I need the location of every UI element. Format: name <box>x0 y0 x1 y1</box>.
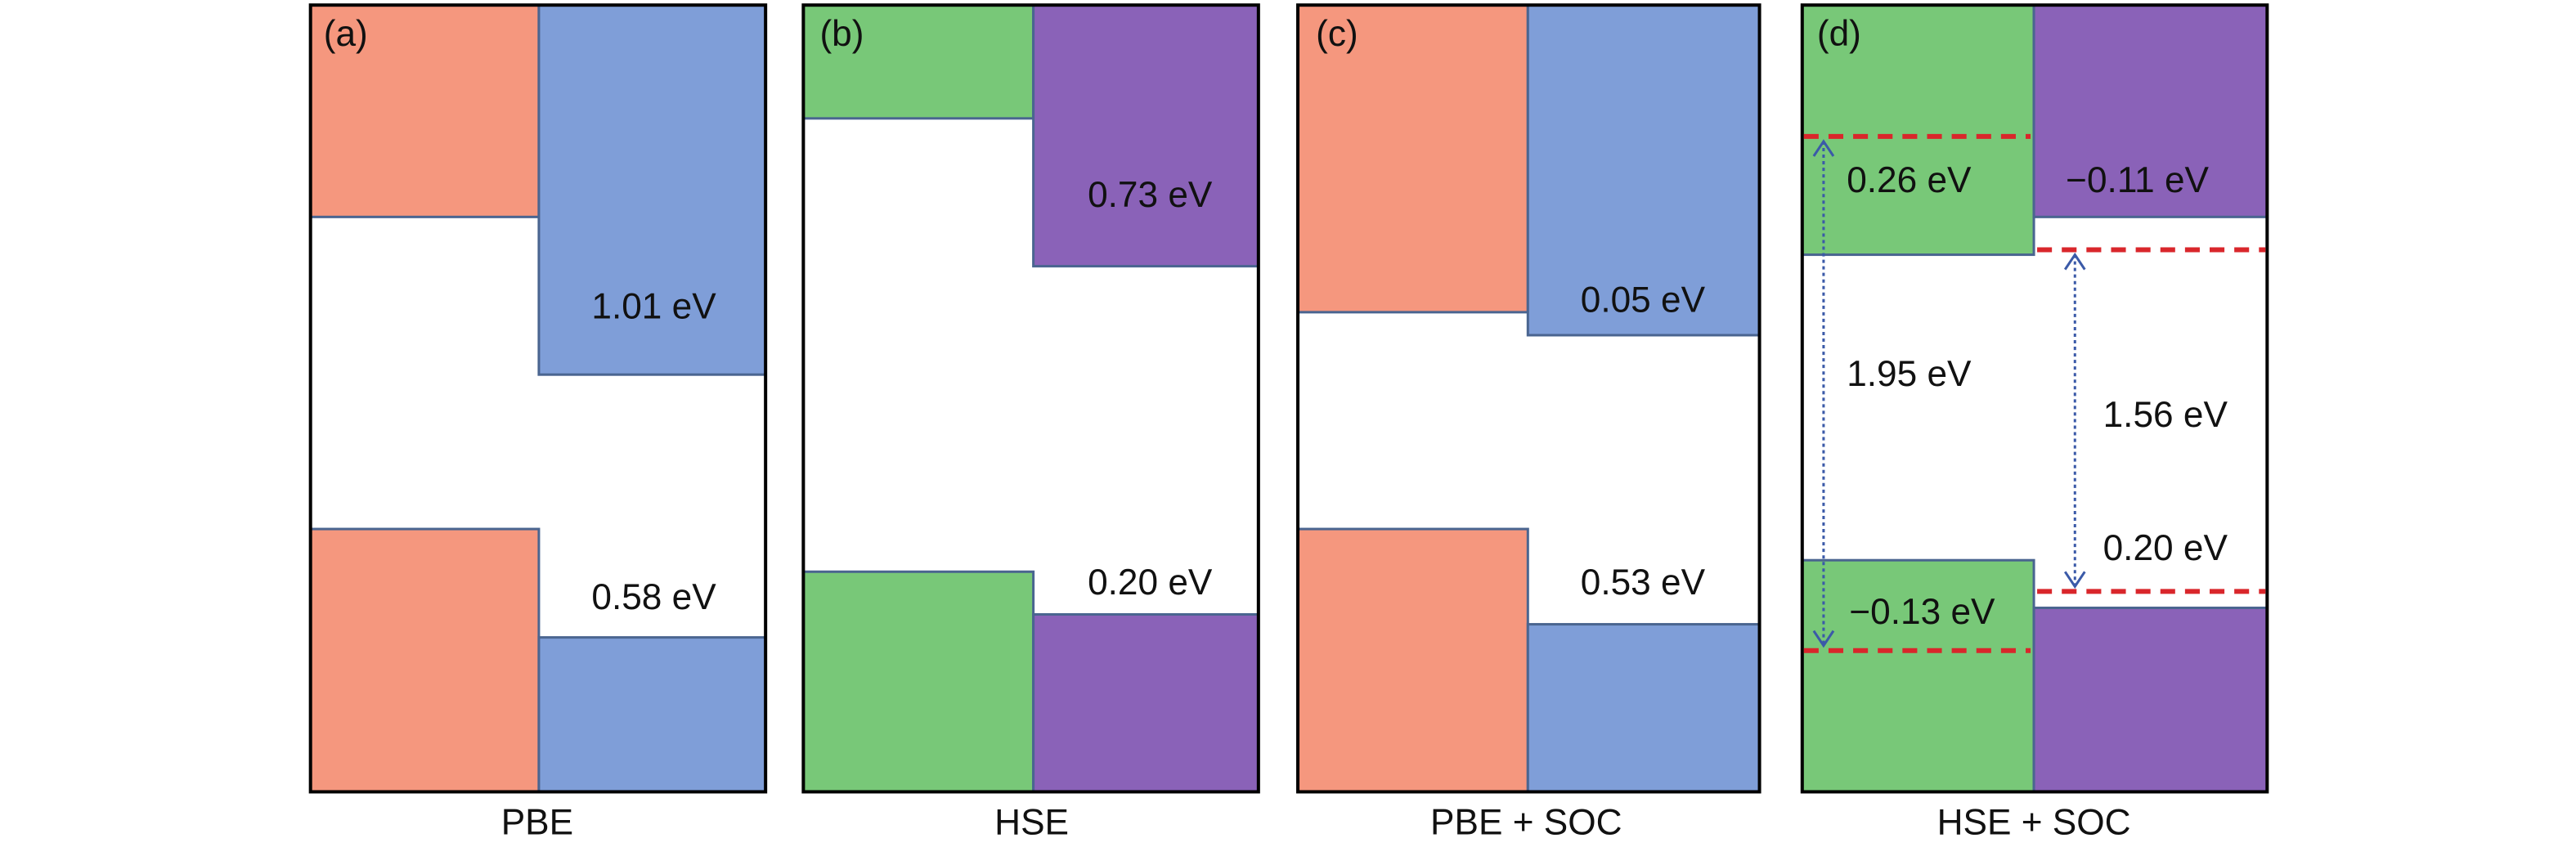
arrow-head <box>2063 252 2086 589</box>
panel-b: (b) 0.73 eV 0.20 eV HSE <box>801 3 1260 842</box>
energy-label: 0.20 eV <box>1088 562 1213 603</box>
block <box>1032 613 1260 793</box>
energy-label: −0.11 eV <box>2066 160 2209 200</box>
block <box>537 3 767 376</box>
panel-tag: (d) <box>1817 14 1861 54</box>
panel-caption: HSE + SOC <box>1937 802 2131 842</box>
block <box>801 570 1035 793</box>
panel-caption: PBE <box>501 802 573 842</box>
block <box>1526 623 1761 793</box>
arrow-head <box>1812 139 1835 648</box>
energy-label: 1.01 eV <box>591 287 716 327</box>
panel-c: (c) 0.05 eV 0.53 eV PBE + SOC <box>1296 3 1761 842</box>
frame <box>801 3 1260 794</box>
panel-a: (a) 1.01 eV 0.58 eV PBE <box>308 3 768 842</box>
energy-label: 0.73 eV <box>1088 175 1213 215</box>
block <box>1296 3 1529 314</box>
block <box>1032 3 1260 268</box>
frame <box>1296 3 1761 794</box>
block <box>1296 527 1529 793</box>
block <box>2032 606 2269 793</box>
block <box>537 636 767 793</box>
energy-label: 0.58 eV <box>591 577 716 617</box>
energy-label: 0.26 eV <box>1847 160 1972 200</box>
energy-label: 0.05 eV <box>1581 280 1706 320</box>
panel-tag: (b) <box>819 14 864 54</box>
panel-caption: HSE <box>994 802 1069 842</box>
block <box>309 527 541 793</box>
block <box>309 3 541 218</box>
panel-d: (d) 0.26 eV −0.11 eV 1.95 eV 1.56 eV 0.2… <box>1800 3 2269 842</box>
frame <box>308 3 768 794</box>
energy-label: −0.13 eV <box>1849 592 1995 632</box>
panel-tag: (a) <box>324 14 368 54</box>
frame <box>1800 3 2269 794</box>
energy-label: 1.95 eV <box>1847 354 1972 394</box>
energy-label: 0.53 eV <box>1581 562 1706 603</box>
panel-tag: (c) <box>1316 14 1358 54</box>
energy-label: 1.56 eV <box>2103 395 2228 435</box>
panel-caption: PBE + SOC <box>1430 802 1622 842</box>
block <box>1526 3 1761 337</box>
energy-label: 0.20 eV <box>2103 528 2228 568</box>
